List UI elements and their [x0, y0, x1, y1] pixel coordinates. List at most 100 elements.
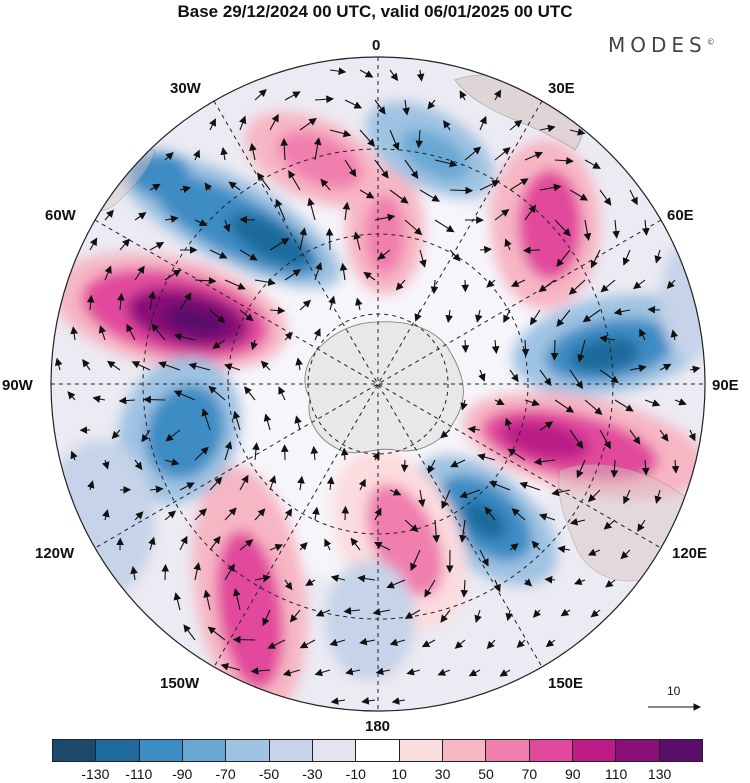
wind-vector	[70, 450, 78, 461]
wind-vector	[330, 697, 346, 705]
wind-vector	[341, 505, 350, 521]
wind-vector	[82, 359, 91, 371]
wind-vector	[212, 339, 226, 349]
wind-vector	[478, 369, 486, 382]
wind-vector	[509, 543, 519, 551]
wind-vector	[404, 609, 421, 619]
colorbar-segment	[138, 740, 182, 761]
wind-vector	[524, 151, 544, 161]
wind-vector	[179, 535, 188, 551]
graticule	[51, 57, 705, 711]
wind-vector	[134, 212, 147, 221]
lon-label-120e: 120E	[672, 545, 708, 562]
wind-vector	[404, 519, 419, 533]
wind-vector	[98, 325, 107, 341]
wind-vector	[299, 299, 312, 311]
map-title: Base 29/12/2024 00 UTC, valid 06/01/2025…	[177, 2, 573, 21]
wind-vector	[374, 99, 386, 115]
wind-vector	[126, 323, 136, 341]
wind-vector	[522, 246, 541, 255]
wind-vector	[623, 489, 631, 505]
wind-vector	[148, 290, 156, 311]
wind-vector	[587, 489, 601, 503]
wind-vector	[161, 563, 170, 581]
wind-vector	[374, 542, 391, 551]
wind-vector	[503, 309, 511, 323]
wind-vector	[459, 519, 467, 543]
wind-vector	[639, 328, 647, 341]
wind-vector	[400, 459, 409, 473]
wind-vector	[344, 99, 363, 109]
wind-vector	[355, 297, 363, 311]
wind-vector	[148, 536, 156, 551]
wind-vector	[284, 508, 293, 521]
wind-vector	[538, 279, 556, 293]
wind-vector	[164, 458, 180, 466]
wind-vector	[239, 215, 256, 224]
wind-vector	[173, 332, 196, 341]
lon-label-0: 0	[372, 37, 381, 54]
colorbar-segment	[225, 740, 269, 761]
wind-vector	[164, 510, 177, 521]
colorbar-tick-label: 70	[521, 766, 538, 782]
wind-vector	[374, 159, 389, 179]
wind-vector	[524, 204, 537, 221]
wind-vector	[395, 279, 406, 291]
wind-vector	[556, 309, 571, 327]
wind-vector	[260, 360, 271, 371]
wind-vector	[228, 181, 241, 191]
wind-vector	[569, 518, 586, 526]
wind-vector	[494, 147, 511, 161]
wind-vector	[434, 219, 455, 233]
wind-vector	[372, 608, 391, 616]
lon-label-60e: 60E	[667, 207, 694, 224]
wind-vector	[424, 579, 436, 598]
lon-label-90w: 90W	[2, 377, 33, 394]
wind-vector	[262, 609, 271, 627]
wind-vector	[539, 183, 562, 192]
wind-vector	[209, 476, 223, 491]
wind-vector	[284, 331, 293, 341]
wind-vector	[460, 579, 469, 598]
wind-vector	[239, 539, 254, 551]
wind-vector	[532, 609, 541, 618]
wind-vector	[584, 399, 603, 416]
wind-vector	[479, 180, 500, 191]
map-disc	[51, 57, 705, 711]
wind-vector	[224, 279, 246, 290]
wind-vector	[440, 609, 451, 623]
wind-vector	[389, 638, 406, 647]
wind-vector	[209, 118, 216, 131]
wind-vector	[92, 395, 106, 403]
colorbar-segment	[615, 740, 659, 761]
wind-vector	[104, 265, 112, 281]
wind-vector	[377, 249, 391, 260]
wind-vector	[278, 386, 286, 401]
wind-vector	[389, 488, 402, 496]
wind-vector	[164, 215, 179, 223]
wind-vector	[459, 90, 467, 101]
wind-vector	[576, 459, 586, 479]
wind-vector	[183, 624, 196, 641]
wind-vector	[173, 390, 196, 401]
wind-vector	[629, 189, 638, 206]
wind-vector	[324, 538, 332, 551]
wind-vector	[372, 451, 380, 461]
wind-vector	[569, 429, 584, 449]
wind-vector	[194, 446, 209, 461]
wind-vector	[131, 361, 151, 371]
wind-vector	[477, 453, 496, 461]
wind-vector	[551, 488, 571, 497]
wind-vector	[232, 635, 256, 644]
wind-vector	[299, 227, 307, 251]
wind-vector	[297, 475, 305, 491]
wind-vector	[158, 361, 181, 371]
wind-vector	[659, 429, 669, 442]
lon-label-30e: 30E	[548, 80, 575, 97]
wind-vector	[201, 408, 211, 431]
wind-vector	[689, 365, 701, 374]
brand-name: MODES	[608, 33, 707, 57]
wind-vector	[267, 639, 286, 649]
wind-vector	[569, 369, 584, 390]
